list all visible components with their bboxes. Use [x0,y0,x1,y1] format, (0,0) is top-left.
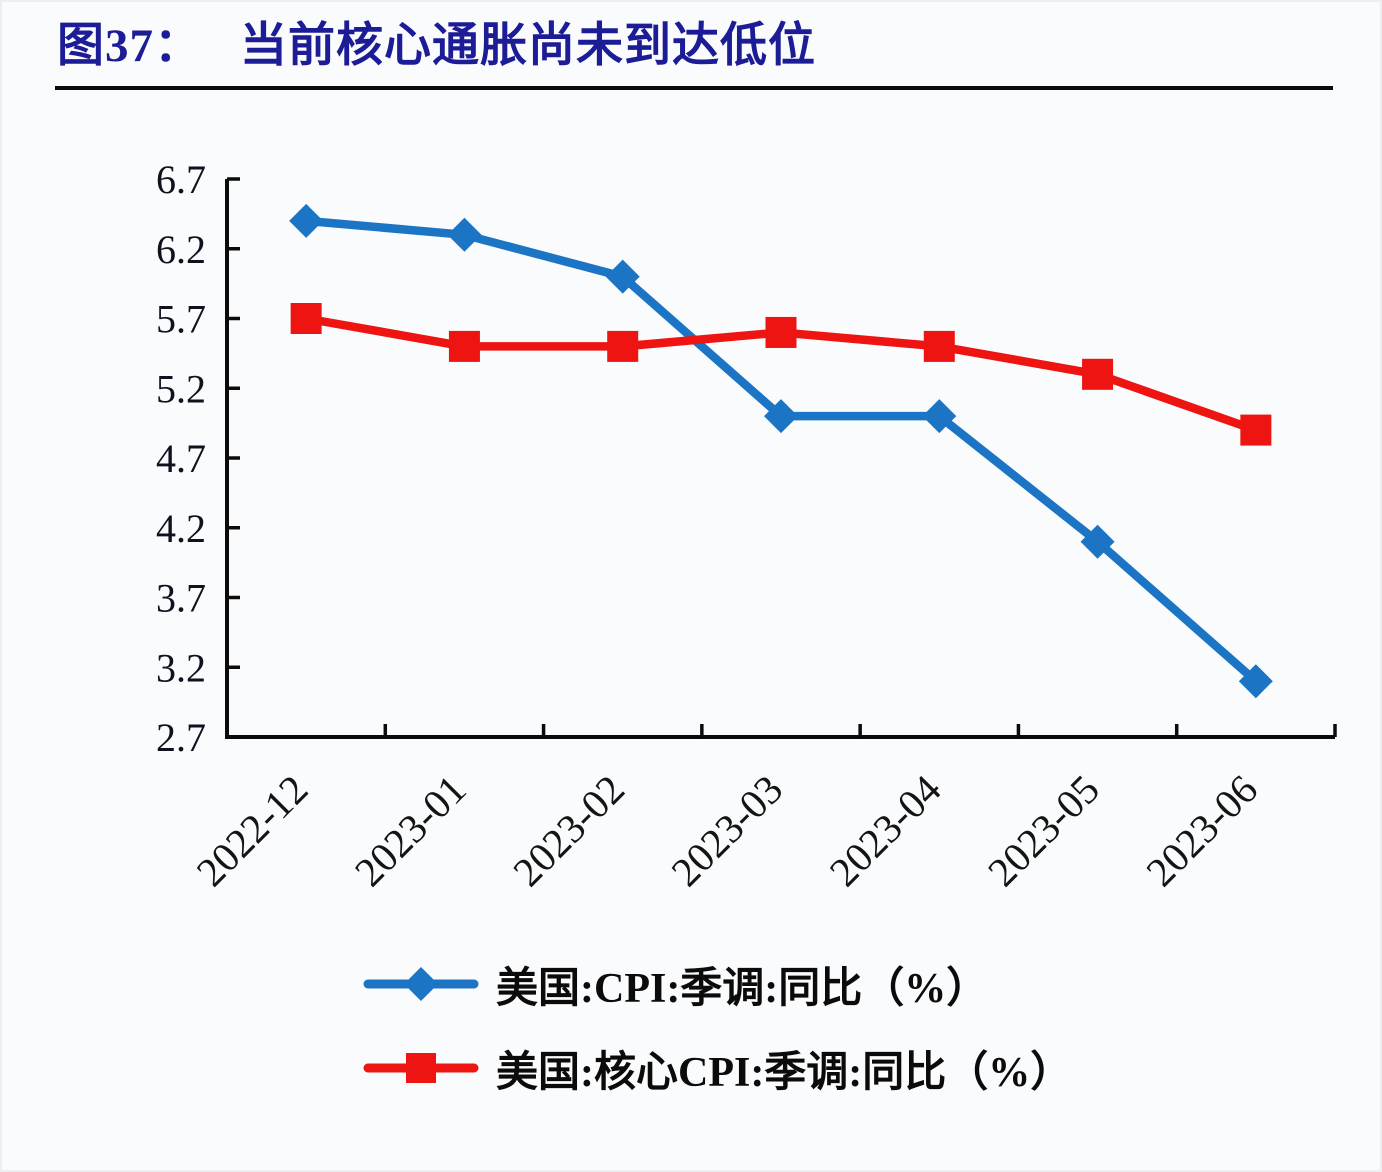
legend-label-cpi: 美国:CPI:季调:同比（%） [496,965,989,1012]
core-cpi-data-point [448,330,480,362]
core-cpi-data-point [923,330,955,362]
y-axis-label: 5.2 [156,366,206,411]
figure-title-text: 当前核心通胀尚未到达低位 [240,20,816,72]
axis-lines [225,179,1335,739]
figure-title: 图37： 当前核心通胀尚未到达低位 [57,18,816,74]
cpi-data-point [1080,524,1115,559]
legend-item-cpi: 美国:CPI:季调:同比（%） [362,952,1162,1016]
cpi-data-point [447,217,482,252]
y-axis-label: 6.2 [156,227,206,272]
cpi-line [301,216,1261,686]
figure-number: 图37： [57,20,202,72]
x-axis-label: 2023-01 [346,766,475,895]
y-axis-label: 4.7 [156,436,206,481]
core-cpi-data-point [1240,414,1272,446]
x-axis-label: 2022-12 [187,766,316,895]
x-axis-label: 2023-03 [662,766,791,895]
chart-legend: 美国:CPI:季调:同比（%） 美国:核心CPI:季调:同比（%） [362,952,1162,1100]
legend-label-core-cpi: 美国:核心CPI:季调:同比（%） [496,1049,1073,1096]
cpi-data-point [289,203,324,238]
cpi-data-point [1238,664,1273,699]
core-cpi-square-marker-icon [363,1053,479,1083]
y-axis-label: 2.7 [156,715,206,760]
x-axis-label: 2023-02 [504,766,633,895]
y-axis-label: 5.7 [156,297,206,342]
x-axis-label: 2023-04 [820,766,949,895]
core-cpi-data-point [1082,358,1114,390]
cpi-data-point [764,399,798,434]
title-divider [55,86,1333,90]
y-axis-label: 3.7 [156,576,206,621]
y-axis-label: 3.2 [156,645,206,690]
x-axis-label: 2023-06 [1137,766,1266,895]
legend-item-core-cpi: 美国:核心CPI:季调:同比（%） [362,1036,1162,1100]
cpi-diamond-marker-icon [363,967,479,1001]
x-axis-label: 2023-05 [979,766,1108,895]
core-cpi-data-point [765,316,797,348]
cpi-data-point [922,399,957,434]
y-axis-label: 6.7 [156,157,206,202]
core-cpi-data-point [607,330,639,362]
core-cpi-data-point [290,303,322,334]
cpi-data-point [605,259,640,294]
y-axis-label: 4.2 [156,506,206,551]
